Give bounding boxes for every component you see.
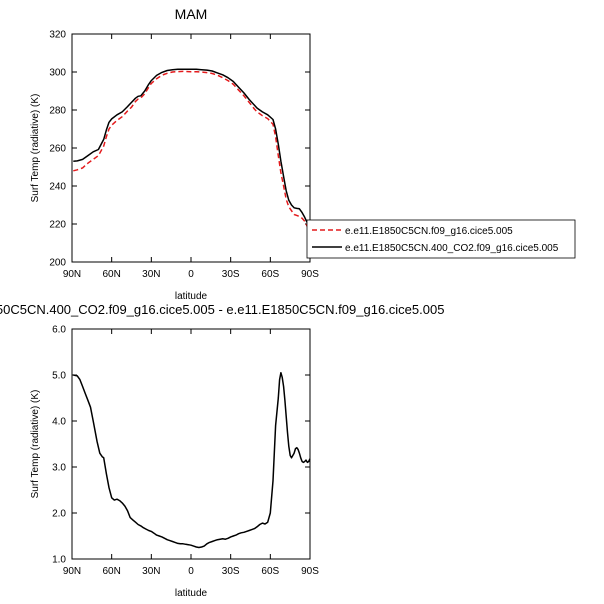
top-y-axis: 200 220 240 260 280 300 320 [49, 30, 310, 269]
y-tick-label: 3.0 [52, 463, 66, 474]
y-tick-label: 5.0 [52, 371, 66, 382]
y-tick-label: 200 [49, 258, 66, 269]
legend-box [306, 219, 576, 259]
top-plot-frame [71, 33, 311, 263]
top-y-axis-label: Surf Temp (radiative) (K) [30, 94, 41, 203]
bottom-x-axis: 90N 60N 30N 0 30S 60S 90S [63, 329, 319, 577]
x-tick-label: 90S [301, 269, 319, 280]
x-tick-label: 90N [63, 269, 81, 280]
y-tick-label: 280 [49, 106, 66, 117]
y-tick-label: 320 [49, 30, 66, 41]
series-line-1-2 [73, 68, 311, 228]
y-tick-label: 4.0 [52, 417, 66, 428]
y-tick-label: 260 [49, 144, 66, 155]
bottom-chart-title: e.e11.E1850C5CN.400_CO2.f09_g16.cice5.00… [0, 302, 444, 317]
x-tick-label: 30N [142, 566, 160, 577]
x-tick-label: 30N [142, 269, 160, 280]
bottom-y-axis: 1.0 2.0 3.0 4.0 5.0 6.0 [52, 325, 310, 566]
x-tick-label: 30S [222, 566, 240, 577]
bottom-panel: e.e11.E1850C5CN.400_CO2.f09_g16.cice5.00… [0, 302, 444, 599]
top-x-axis: 90N 60N 30N 0 30S 60S 90S [63, 34, 319, 280]
x-tick-label: 60N [102, 269, 120, 280]
top-x-axis-label: latitude [175, 291, 208, 302]
bottom-series-lines [73, 371, 311, 549]
legend: e.e11.E1850C5CN.f09_g16.cice5.005 e.e11.… [306, 219, 576, 259]
x-tick-label: 90N [63, 566, 81, 577]
top-chart-title: MAM [175, 6, 208, 22]
series-line-1-1 [73, 70, 311, 232]
top-series-lines [73, 68, 311, 232]
x-tick-label: 0 [188, 566, 194, 577]
x-tick-label: 60S [261, 269, 279, 280]
legend-label-co2: e.e11.E1850C5CN.400_CO2.f09_g16.cice5.00… [345, 243, 559, 254]
y-tick-label: 2.0 [52, 509, 66, 520]
legend-label-control: e.e11.E1850C5CN.f09_g16.cice5.005 [345, 226, 513, 237]
bottom-x-axis-label: latitude [175, 588, 208, 599]
y-tick-label: 300 [49, 68, 66, 79]
y-tick-label: 1.0 [52, 555, 66, 566]
x-tick-label: 30S [222, 269, 240, 280]
bottom-y-axis-label: Surf Temp (radiative) (K) [30, 390, 41, 499]
top-panel: MAM 90N 60N 30N 0 30S 60S 90S 200 220 240 260 280 3… [30, 6, 576, 302]
y-tick-label: 6.0 [52, 325, 66, 336]
y-tick-label: 240 [49, 182, 66, 193]
x-tick-label: 90S [301, 566, 319, 577]
y-tick-label: 220 [49, 220, 66, 231]
series-line-2-1 [73, 371, 311, 549]
x-tick-label: 0 [188, 269, 194, 280]
x-tick-label: 60S [261, 566, 279, 577]
x-tick-label: 60N [102, 566, 120, 577]
